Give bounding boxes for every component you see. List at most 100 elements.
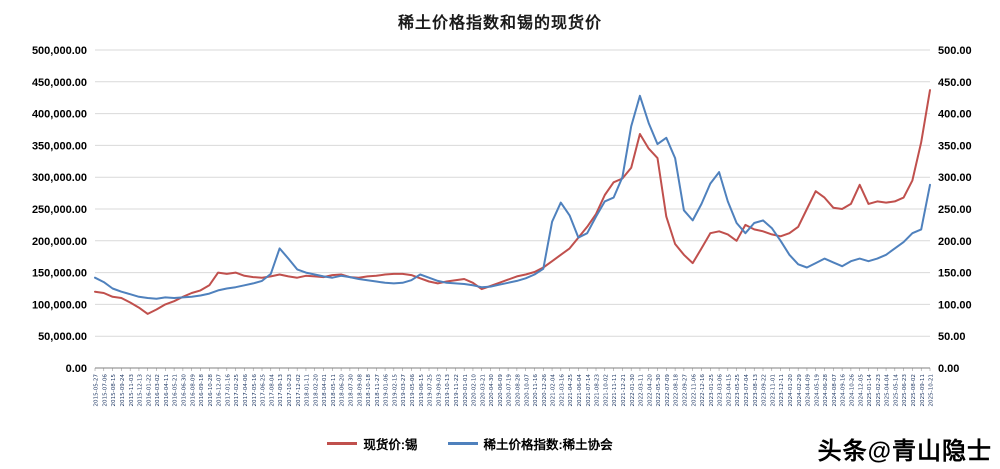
svg-text:2025-06-23: 2025-06-23 (902, 374, 908, 407)
svg-text:100,000.00: 100,000.00 (32, 299, 87, 311)
svg-text:2015-09-24: 2015-09-24 (120, 374, 126, 407)
svg-text:2025-02-23: 2025-02-23 (876, 374, 882, 407)
svg-text:500.00: 500.00 (938, 45, 972, 57)
svg-text:2022-07-09: 2022-07-09 (665, 374, 671, 407)
svg-text:2022-08-18: 2022-08-18 (674, 374, 680, 407)
svg-text:250,000.00: 250,000.00 (32, 204, 87, 216)
svg-text:2018-01-11: 2018-01-11 (305, 374, 311, 407)
svg-text:0.00: 0.00 (66, 363, 87, 375)
svg-text:2018-05-11: 2018-05-11 (331, 374, 337, 407)
svg-text:2016-10-28: 2016-10-28 (208, 374, 214, 407)
legend-item-rare-earth-index: 稀土价格指数:稀土协会 (447, 434, 613, 453)
svg-text:2023-09-22: 2023-09-22 (762, 374, 768, 407)
svg-text:2024-09-16: 2024-09-16 (841, 374, 847, 407)
svg-text:2023-05-25: 2023-05-25 (735, 374, 741, 407)
svg-text:2020-02-10: 2020-02-10 (472, 374, 478, 407)
svg-text:2024-05-19: 2024-05-19 (814, 374, 820, 407)
svg-text:2020-04-30: 2020-04-30 (489, 374, 495, 407)
svg-text:300.00: 300.00 (938, 172, 972, 184)
svg-text:2025-10-21: 2025-10-21 (929, 374, 935, 407)
svg-text:2024-10-26: 2024-10-26 (849, 374, 855, 407)
svg-text:2024-02-29: 2024-02-29 (797, 374, 803, 407)
svg-text:400.00: 400.00 (938, 109, 972, 121)
svg-text:2015-11-03: 2015-11-03 (129, 374, 135, 407)
svg-text:2018-10-18: 2018-10-18 (366, 374, 372, 407)
svg-text:2019-09-03: 2019-09-03 (436, 374, 442, 407)
svg-text:2021-06-04: 2021-06-04 (577, 374, 583, 407)
svg-text:2017-08-04: 2017-08-04 (269, 374, 275, 407)
legend-label-rare-earth: 稀土价格指数:稀土协会 (483, 438, 613, 452)
svg-text:2023-04-15: 2023-04-15 (726, 374, 732, 407)
svg-text:2023-08-13: 2023-08-13 (753, 374, 759, 407)
svg-text:2016-12-07: 2016-12-07 (217, 374, 223, 407)
svg-text:50,000.00: 50,000.00 (38, 331, 87, 343)
svg-text:2016-09-18: 2016-09-18 (199, 374, 205, 407)
svg-text:2021-11-11: 2021-11-11 (612, 374, 618, 407)
svg-text:2017-12-02: 2017-12-02 (296, 374, 302, 407)
svg-text:2017-05-16: 2017-05-16 (252, 374, 258, 407)
svg-text:2025-08-02: 2025-08-02 (911, 374, 917, 407)
svg-text:2017-04-06: 2017-04-06 (243, 374, 249, 407)
tin-line-swatch (327, 442, 358, 445)
svg-text:2021-07-14: 2021-07-14 (586, 374, 592, 407)
svg-text:2016-08-09: 2016-08-09 (190, 374, 196, 407)
svg-text:100.00: 100.00 (938, 299, 972, 311)
svg-text:2015-07-06: 2015-07-06 (102, 374, 108, 407)
svg-text:2019-06-15: 2019-06-15 (419, 374, 425, 407)
svg-text:2015-05-27: 2015-05-27 (94, 374, 100, 407)
svg-text:2019-03-27: 2019-03-27 (401, 374, 407, 407)
svg-text:2025-04-04: 2025-04-04 (885, 374, 891, 407)
svg-text:450.00: 450.00 (938, 77, 972, 89)
svg-text:2023-12-11: 2023-12-11 (779, 374, 785, 407)
rare-earth-line-swatch (447, 442, 478, 445)
svg-text:2022-09-27: 2022-09-27 (682, 374, 688, 407)
svg-text:2016-06-30: 2016-06-30 (181, 374, 187, 407)
svg-text:2024-06-28: 2024-06-28 (823, 374, 829, 407)
toutiao-watermark: 头条@青山隐士 (817, 438, 992, 465)
svg-text:2021-04-25: 2021-04-25 (568, 374, 574, 407)
svg-text:2023-01-25: 2023-01-25 (709, 374, 715, 407)
svg-text:2016-04-11: 2016-04-11 (164, 374, 170, 407)
svg-text:450,000.00: 450,000.00 (32, 77, 87, 89)
svg-text:2019-01-06: 2019-01-06 (384, 374, 390, 407)
svg-text:2021-02-04: 2021-02-04 (551, 374, 557, 407)
svg-text:2019-11-22: 2019-11-22 (454, 374, 460, 407)
svg-text:2019-02-15: 2019-02-15 (392, 374, 398, 407)
svg-text:2021-03-16: 2021-03-16 (559, 374, 565, 407)
svg-text:500,000.00: 500,000.00 (32, 45, 87, 57)
svg-text:300,000.00: 300,000.00 (32, 172, 87, 184)
svg-text:2018-09-08: 2018-09-08 (357, 374, 363, 407)
svg-text:2020-06-09: 2020-06-09 (498, 374, 504, 407)
svg-text:150.00: 150.00 (938, 268, 972, 280)
svg-text:2025-01-14: 2025-01-14 (867, 374, 873, 407)
svg-text:2020-08-28: 2020-08-28 (515, 374, 521, 407)
svg-text:2016-01-22: 2016-01-22 (146, 374, 152, 407)
svg-text:400,000.00: 400,000.00 (32, 109, 87, 121)
svg-text:2023-03-06: 2023-03-06 (718, 374, 724, 407)
svg-text:350.00: 350.00 (938, 140, 972, 152)
svg-text:2019-05-06: 2019-05-06 (410, 374, 416, 407)
svg-text:2017-02-25: 2017-02-25 (234, 374, 240, 407)
legend-item-tin-spot-price: 现货价:锡 (327, 434, 418, 453)
svg-text:50.00: 50.00 (938, 331, 966, 343)
svg-text:2018-06-20: 2018-06-20 (340, 374, 346, 407)
svg-text:2017-06-25: 2017-06-25 (261, 374, 267, 407)
svg-text:2020-03-21: 2020-03-21 (480, 374, 486, 407)
svg-text:2022-11-06: 2022-11-06 (691, 374, 697, 407)
svg-text:2015-12-13: 2015-12-13 (138, 374, 144, 407)
svg-text:200,000.00: 200,000.00 (32, 236, 87, 248)
svg-text:2022-04-20: 2022-04-20 (647, 374, 653, 407)
svg-text:2019-07-25: 2019-07-25 (428, 374, 434, 407)
svg-text:0.00: 0.00 (938, 363, 959, 375)
svg-text:2015-08-15: 2015-08-15 (111, 374, 117, 407)
svg-text:2023-11-01: 2023-11-01 (770, 374, 776, 407)
svg-text:2022-05-30: 2022-05-30 (656, 374, 662, 407)
svg-text:2024-08-07: 2024-08-07 (832, 374, 838, 407)
chart-title: 稀土价格指数和锡的现货价 (397, 15, 602, 32)
svg-text:2017-01-16: 2017-01-16 (225, 374, 231, 407)
svg-text:2021-08-23: 2021-08-23 (595, 374, 601, 407)
svg-text:2016-03-02: 2016-03-02 (155, 374, 161, 407)
svg-text:200.00: 200.00 (938, 236, 972, 248)
svg-text:2024-12-05: 2024-12-05 (858, 374, 864, 407)
